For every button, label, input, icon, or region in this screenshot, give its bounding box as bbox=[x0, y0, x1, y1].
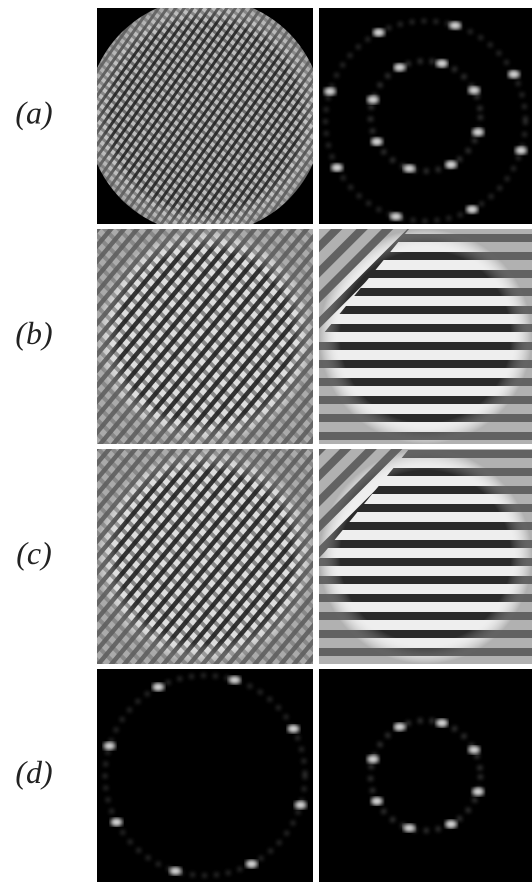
ring-spot bbox=[468, 86, 481, 95]
row-label: (a) bbox=[15, 94, 52, 130]
vignette bbox=[97, 229, 313, 444]
ring-spot bbox=[370, 137, 383, 146]
image-panel bbox=[319, 8, 532, 224]
ring-spot bbox=[294, 801, 307, 810]
ring-spot bbox=[403, 164, 416, 173]
image-panel bbox=[319, 449, 532, 664]
vignette bbox=[319, 449, 532, 664]
ring-spot bbox=[435, 718, 448, 727]
image-panel bbox=[97, 229, 313, 444]
ring-spot bbox=[472, 128, 485, 137]
row-label: (d) bbox=[15, 754, 52, 790]
panel-bg bbox=[97, 669, 313, 882]
ring-spot bbox=[393, 722, 406, 731]
ring-spot bbox=[466, 205, 479, 214]
image-panel bbox=[319, 669, 532, 882]
ring-glow bbox=[368, 59, 483, 173]
ring-spot bbox=[372, 28, 385, 37]
panel-bg bbox=[319, 8, 532, 224]
ring-spot bbox=[366, 95, 379, 104]
ring-spot bbox=[152, 683, 165, 692]
ring-spot bbox=[245, 859, 258, 868]
ring-spot bbox=[287, 724, 300, 733]
ring-spot bbox=[331, 163, 344, 172]
ring-spot bbox=[435, 59, 448, 68]
image-panel bbox=[97, 8, 313, 224]
ring-glow bbox=[368, 718, 483, 833]
ring-glow bbox=[103, 674, 307, 877]
image-panel bbox=[97, 669, 313, 882]
ring-spot bbox=[323, 87, 336, 96]
ring-spot bbox=[449, 21, 462, 30]
ring-spot bbox=[445, 820, 458, 829]
ring-spot bbox=[370, 797, 383, 806]
ring-spot bbox=[445, 160, 458, 169]
vignette bbox=[97, 449, 313, 664]
ring-spot bbox=[169, 867, 182, 876]
vignette bbox=[319, 229, 532, 444]
vignette bbox=[97, 8, 313, 224]
ring-glow bbox=[324, 19, 527, 223]
ring-spot bbox=[389, 212, 402, 221]
ring-spot bbox=[507, 70, 520, 79]
ring-spot bbox=[393, 63, 406, 72]
ring-spot bbox=[103, 741, 116, 750]
ring-spot bbox=[472, 787, 485, 796]
ring-spot bbox=[468, 745, 481, 754]
row-label: (c) bbox=[16, 535, 52, 571]
image-panel bbox=[319, 229, 532, 444]
ring-spot bbox=[366, 755, 379, 764]
image-panel bbox=[97, 449, 313, 664]
row-label: (b) bbox=[15, 315, 52, 351]
ring-spot bbox=[228, 675, 241, 684]
ring-spot bbox=[515, 146, 528, 155]
panel-bg bbox=[319, 669, 532, 882]
ring-spot bbox=[110, 818, 123, 827]
ring-spot bbox=[403, 824, 416, 833]
